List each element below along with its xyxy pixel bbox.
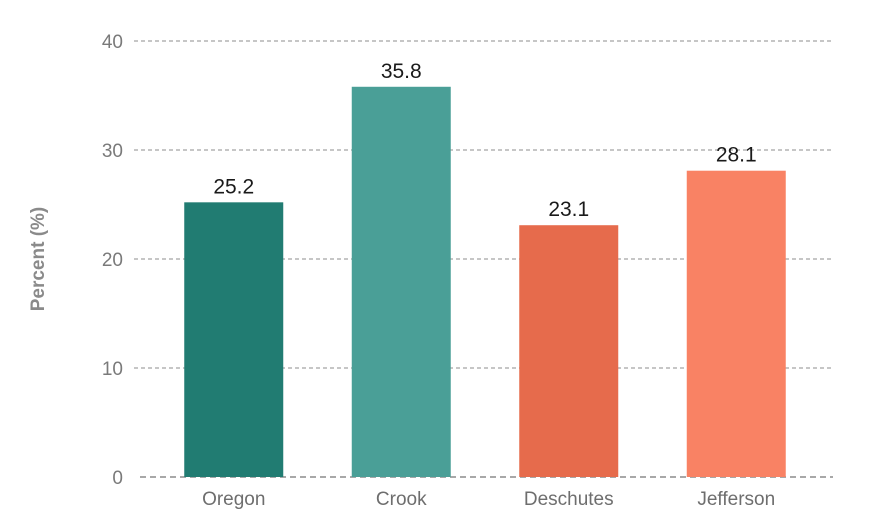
x-tick-label: Deschutes [524,489,614,510]
y-axis-label: Percent (%) [28,207,49,312]
y-tick-label: 30 [102,141,123,162]
bar-jefferson [686,170,786,477]
data-label: 25.2 [213,175,254,198]
data-label: 23.1 [548,198,589,221]
x-tick-label: Crook [376,489,427,510]
x-tick-labels: Oregon Crook Deschutes Jefferson [202,489,775,510]
y-tick-label: 0 [112,468,123,489]
y-tick-label: 40 [102,32,123,53]
data-labels: 25.2 35.8 23.1 28.1 [213,60,756,221]
y-tick-label: 20 [102,250,123,271]
bar-deschutes [519,225,619,477]
bars [184,86,786,477]
x-tick-label: Oregon [202,489,265,510]
y-tick-label: 10 [102,359,123,380]
data-label: 35.8 [381,60,422,83]
y-tick-labels: 0 10 20 30 40 [102,32,123,489]
data-label: 28.1 [716,144,757,167]
bar-oregon [184,202,284,477]
x-tick-label: Jefferson [697,489,775,510]
bar-crook [351,86,451,477]
